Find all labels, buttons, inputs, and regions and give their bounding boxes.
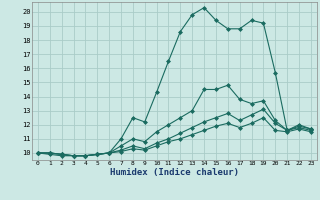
- X-axis label: Humidex (Indice chaleur): Humidex (Indice chaleur): [110, 168, 239, 177]
